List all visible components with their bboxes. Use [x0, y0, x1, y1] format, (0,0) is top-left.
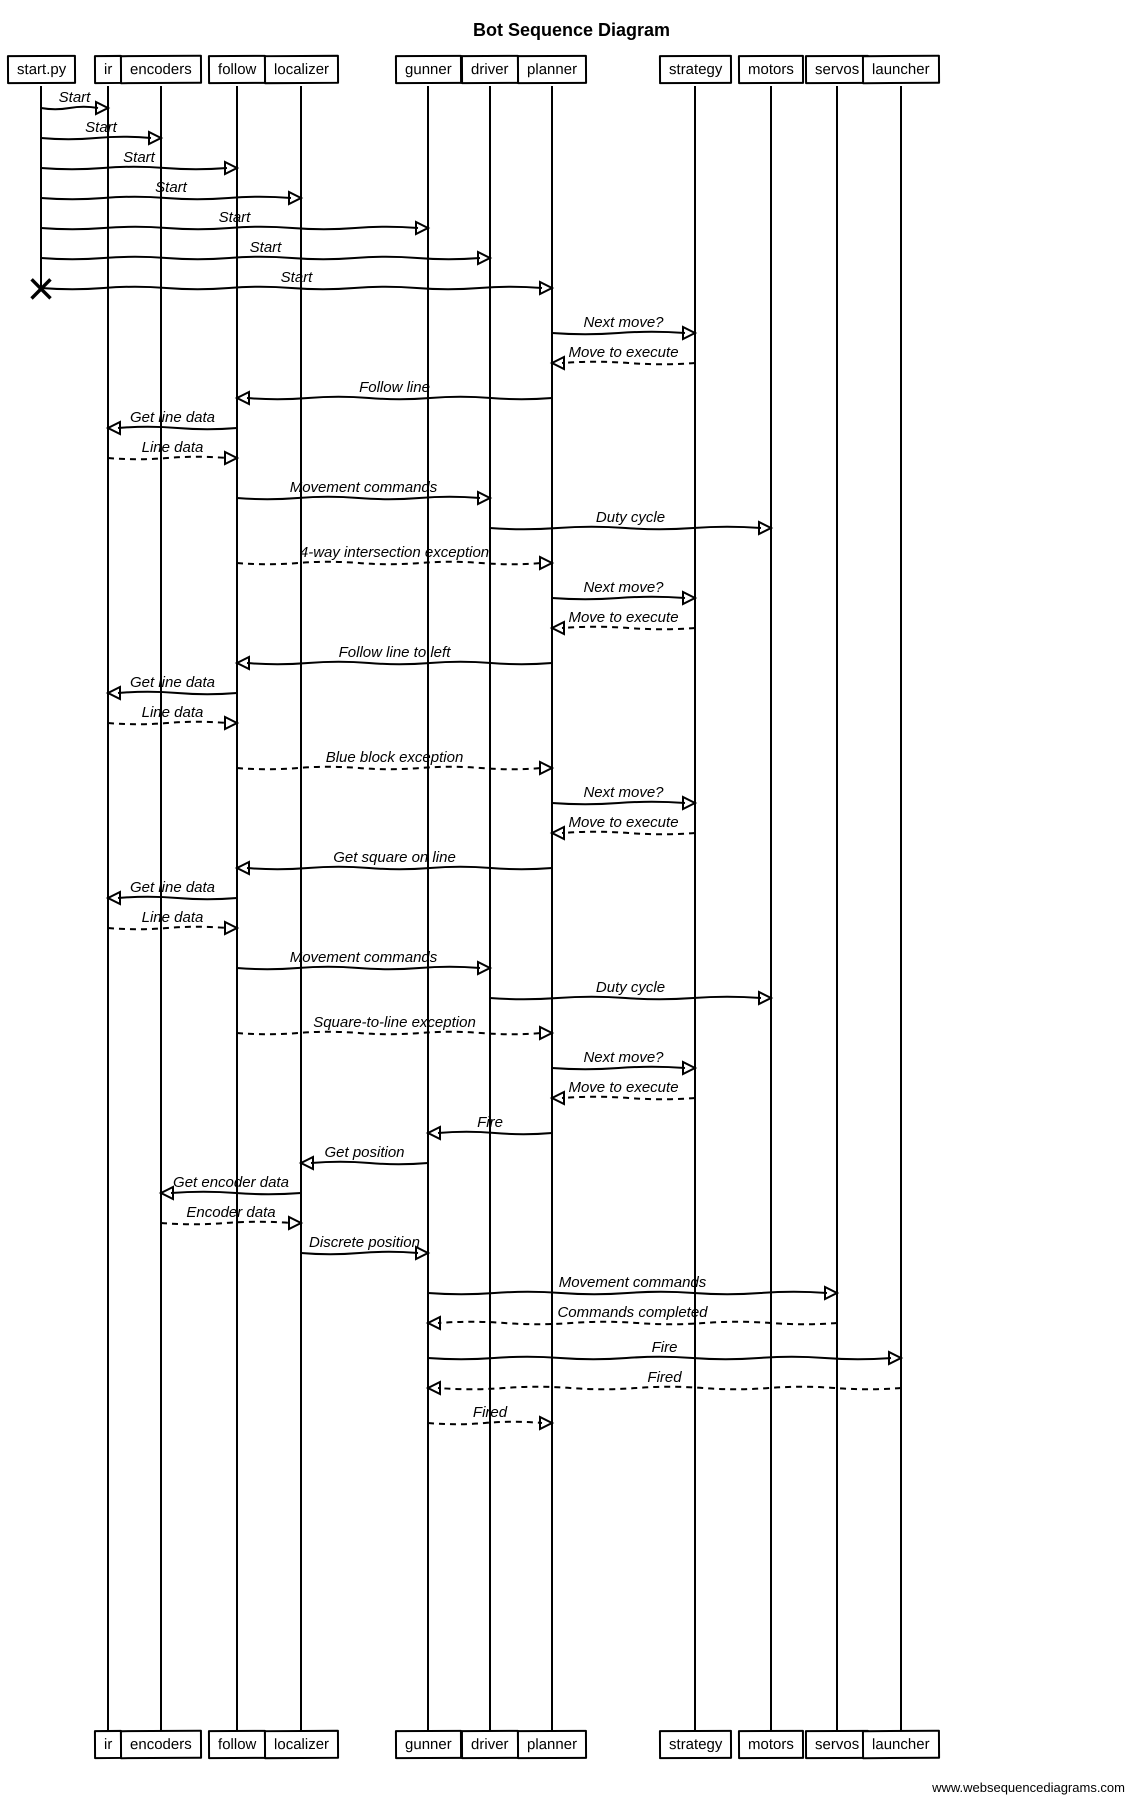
- message: Next move?: [552, 313, 695, 337]
- participant-box: gunner: [394, 55, 461, 84]
- message: Start: [41, 178, 301, 202]
- message: Fire: [428, 1338, 901, 1362]
- participant-box: gunner: [394, 1730, 461, 1759]
- message: Fired: [428, 1368, 901, 1392]
- message: Encoder data: [161, 1203, 301, 1227]
- message: Next move?: [552, 783, 695, 807]
- lifeline: [836, 86, 838, 1730]
- participant-box: launcher: [862, 55, 940, 84]
- participant-box: strategy: [658, 1730, 732, 1759]
- footer-credit: www.websequencediagrams.com: [932, 1780, 1125, 1795]
- lifeline: [770, 86, 772, 1730]
- lifeline: [900, 86, 902, 1730]
- message: Duty cycle: [490, 508, 771, 532]
- message: Movement commands: [237, 948, 490, 972]
- message: Start: [41, 118, 161, 142]
- message: Start: [41, 88, 108, 112]
- message: Follow line: [237, 378, 552, 402]
- message: Get line data: [108, 878, 237, 902]
- participant-box: follow: [208, 55, 267, 84]
- message: Next move?: [552, 578, 695, 602]
- message: 4-way intersection exception: [237, 543, 552, 567]
- participant-box: driver: [461, 1730, 519, 1759]
- message: Movement commands: [428, 1273, 837, 1297]
- message: Follow line to left: [237, 643, 552, 667]
- participant-box: driver: [461, 55, 519, 84]
- sequence-diagram: Bot Sequence Diagram www.websequencediag…: [0, 0, 1143, 1807]
- lifeline: [427, 86, 429, 1730]
- message: Get line data: [108, 673, 237, 697]
- message: Move to execute: [552, 813, 695, 837]
- participant-box: motors: [738, 55, 804, 84]
- message: Get position: [301, 1143, 428, 1167]
- participant-box: ir: [94, 1730, 122, 1759]
- participant-box: start.py: [6, 55, 75, 84]
- message: Fire: [428, 1113, 552, 1137]
- message: Move to execute: [552, 343, 695, 367]
- participant-box: localizer: [263, 1730, 338, 1759]
- participant-box: encoders: [120, 1730, 202, 1759]
- message: Line data: [108, 438, 237, 462]
- participant-box: motors: [738, 1730, 804, 1759]
- message: Fired: [428, 1403, 552, 1427]
- participant-box: planner: [517, 55, 587, 84]
- message: Start: [41, 238, 490, 262]
- participant-box: launcher: [862, 1730, 940, 1759]
- message: Start: [41, 268, 552, 292]
- lifeline: [300, 86, 302, 1730]
- diagram-title: Bot Sequence Diagram: [0, 20, 1143, 41]
- message: Move to execute: [552, 608, 695, 632]
- participant-box: ir: [94, 55, 122, 84]
- participant-box: localizer: [263, 55, 338, 84]
- message: Square-to-line exception: [237, 1013, 552, 1037]
- message: Commands completed: [428, 1303, 837, 1327]
- message: Move to execute: [552, 1078, 695, 1102]
- message: Next move?: [552, 1048, 695, 1072]
- message: Line data: [108, 703, 237, 727]
- participant-box: servos: [805, 1730, 869, 1759]
- message: Movement commands: [237, 478, 490, 502]
- message: Blue block exception: [237, 748, 552, 772]
- message: Start: [41, 148, 237, 172]
- message: Get square on line: [237, 848, 552, 872]
- participant-box: encoders: [120, 55, 202, 84]
- lifeline: [489, 86, 491, 1730]
- participant-box: follow: [208, 1730, 267, 1759]
- participant-box: planner: [517, 1730, 587, 1759]
- participant-box: servos: [805, 55, 869, 84]
- message: Get line data: [108, 408, 237, 432]
- message: Duty cycle: [490, 978, 771, 1002]
- message: Get encoder data: [161, 1173, 301, 1197]
- participant-box: strategy: [658, 55, 732, 84]
- message: Start: [41, 208, 428, 232]
- message: Line data: [108, 908, 237, 932]
- message: Discrete position: [301, 1233, 428, 1257]
